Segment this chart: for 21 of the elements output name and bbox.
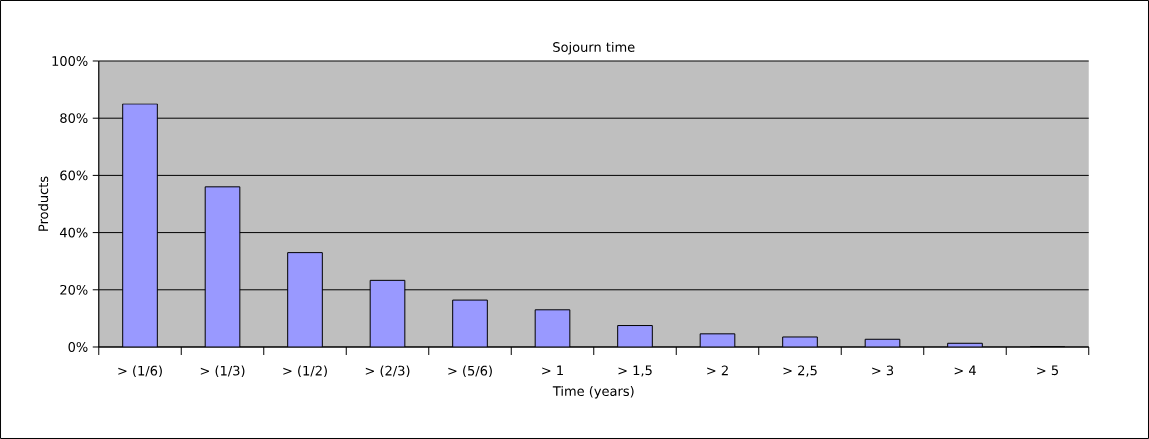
y-tick-label: 60% xyxy=(60,170,88,181)
y-axis-title: Products xyxy=(38,176,49,231)
x-tick-label: > (1/2) xyxy=(283,365,327,378)
x-axis-title: Time (years) xyxy=(552,385,634,399)
x-tick-label: > 3 xyxy=(872,365,894,376)
x-tick-label: > 5 xyxy=(1037,365,1058,376)
x-tick-label: > 1,5 xyxy=(618,365,652,377)
x-tick-label: > 2 xyxy=(707,365,728,376)
x-tick-label: > (2/3) xyxy=(365,365,410,378)
y-tick-label: 20% xyxy=(60,284,88,295)
y-tick-label: 100% xyxy=(52,56,88,66)
x-tick-label: > (1/3) xyxy=(200,365,245,378)
x-tick-label: > (1/6) xyxy=(118,365,162,378)
y-tick-label: 40% xyxy=(59,227,88,238)
y-tick-label: 80% xyxy=(60,113,88,124)
chart-title: Sojourn time xyxy=(553,41,635,55)
y-tick-label: 0% xyxy=(68,342,88,352)
x-tick-label: > 1 xyxy=(542,365,563,375)
x-tick-label: > 4 xyxy=(954,365,976,375)
x-tick-label: > (5/6) xyxy=(448,365,492,378)
x-tick-label: > 2,5 xyxy=(783,365,817,377)
